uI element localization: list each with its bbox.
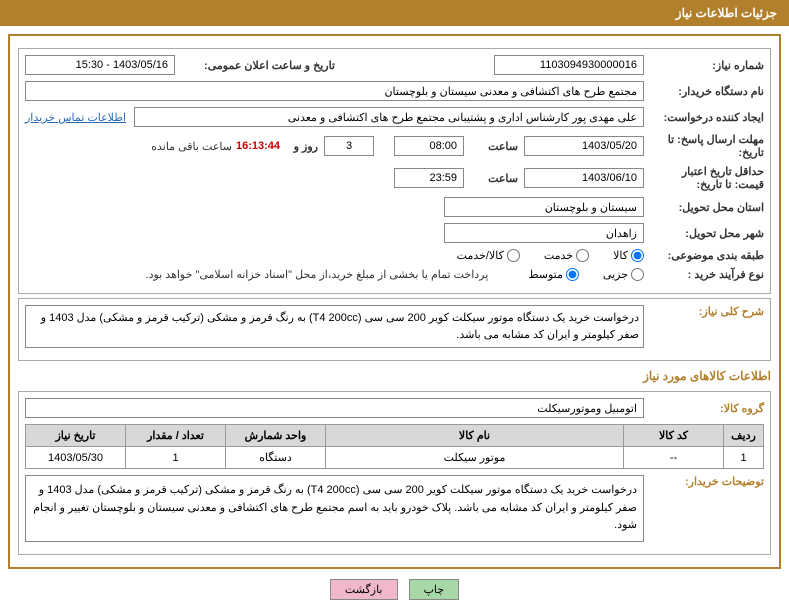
th-unit: واحد شمارش (226, 425, 326, 447)
creator-label: ایجاد کننده درخواست: (644, 111, 764, 124)
buyer-field: مجتمع طرح های اکتشافی و معدنی سیستان و ب… (25, 81, 644, 101)
creator-field: علی مهدی پور کارشناس اداری و پشتیبانی مج… (134, 107, 644, 127)
print-button[interactable]: چاپ (409, 579, 460, 600)
deadline-response-time: 08:00 (394, 136, 464, 156)
need-number-label: شماره نیاز: (644, 59, 764, 72)
remaining-label: ساعت باقی مانده (151, 140, 232, 153)
table-row: 1 -- موتور سیکلت دستگاه 1 1403/05/30 (26, 447, 764, 469)
group-label: گروه کالا: (644, 402, 764, 415)
radio-motavaset[interactable]: متوسط (528, 268, 579, 281)
th-qty: تعداد / مقدار (126, 425, 226, 447)
button-row: چاپ بازگشت (0, 579, 789, 600)
province-label: استان محل تحویل: (644, 201, 764, 214)
th-name: نام کالا (326, 425, 624, 447)
radio-motavaset-input[interactable] (566, 268, 579, 281)
table-header-row: ردیف کد کالا نام کالا واحد شمارش تعداد /… (26, 425, 764, 447)
city-label: شهر محل تحویل: (644, 227, 764, 240)
radio-jozei[interactable]: جزیی (603, 268, 644, 281)
buyer-label: نام دستگاه خریدار: (644, 85, 764, 98)
payment-note: پرداخت تمام یا بخشی از مبلغ خرید،از محل … (146, 268, 489, 281)
td-unit: دستگاه (226, 447, 326, 469)
td-row: 1 (724, 447, 764, 469)
td-name: موتور سیکلت (326, 447, 624, 469)
countdown: 16:13:44 (232, 140, 284, 152)
th-code: کد کالا (624, 425, 724, 447)
radio-kalakhadamat[interactable]: کالا/خدمت (457, 249, 520, 262)
group-field: اتومبیل وموتورسیکلت (25, 398, 644, 418)
general-desc-field: درخواست خرید یک دستگاه موتور سیکلت کویر … (25, 305, 644, 348)
contact-link[interactable]: اطلاعات تماس خریدار (25, 111, 126, 124)
radio-kala[interactable]: کالا (613, 249, 644, 262)
days-field: 3 (324, 136, 374, 156)
radio-khadamat[interactable]: خدمت (544, 249, 589, 262)
price-validity-label: حداقل تاریخ اعتبار قیمت: تا تاریخ: (644, 165, 764, 191)
province-field: سیستان و بلوچستان (444, 197, 644, 217)
deadline-response-label: مهلت ارسال پاسخ: تا تاریخ: (644, 133, 764, 159)
radio-khadamat-input[interactable] (576, 249, 589, 262)
price-validity-date: 1403/06/10 (524, 168, 644, 188)
city-field: زاهدان (444, 223, 644, 243)
time-label-2: ساعت (464, 172, 524, 185)
buyer-notes-field: درخواست خرید یک دستگاه موتور سیکلت کویر … (25, 475, 644, 542)
radio-kalakhadamat-input[interactable] (507, 249, 520, 262)
deadline-response-date: 1403/05/20 (524, 136, 644, 156)
items-table: ردیف کد کالا نام کالا واحد شمارش تعداد /… (25, 424, 764, 469)
th-date: تاریخ نیاز (26, 425, 126, 447)
items-section-title: اطلاعات کالاهای مورد نیاز (18, 369, 771, 383)
days-label: روز و (284, 140, 324, 153)
main-frame: شماره نیاز: 1103094930000016 تاریخ و ساع… (8, 34, 781, 569)
page-header: جزئیات اطلاعات نیاز (0, 0, 789, 26)
th-row: ردیف (724, 425, 764, 447)
process-label: نوع فرآیند خرید : (644, 268, 764, 281)
category-radio-group: کالا خدمت کالا/خدمت (437, 249, 644, 262)
buyer-notes-label: توضیحات خریدار: (644, 475, 764, 488)
announce-field: 1403/05/16 - 15:30 (25, 55, 175, 75)
td-date: 1403/05/30 (26, 447, 126, 469)
announce-label: تاریخ و ساعت اعلان عمومی: (175, 59, 335, 72)
general-desc-label: شرح کلی نیاز: (644, 305, 764, 318)
time-label-1: ساعت (464, 140, 524, 153)
back-button[interactable]: بازگشت (330, 579, 398, 600)
need-number-field: 1103094930000016 (494, 55, 644, 75)
td-qty: 1 (126, 447, 226, 469)
radio-jozei-input[interactable] (631, 268, 644, 281)
td-code: -- (624, 447, 724, 469)
page-title: جزئیات اطلاعات نیاز (676, 6, 777, 20)
category-label: طبقه بندی موضوعی: (644, 249, 764, 262)
radio-kala-input[interactable] (631, 249, 644, 262)
process-radio-group: جزیی متوسط (508, 268, 644, 281)
price-validity-time: 23:59 (394, 168, 464, 188)
